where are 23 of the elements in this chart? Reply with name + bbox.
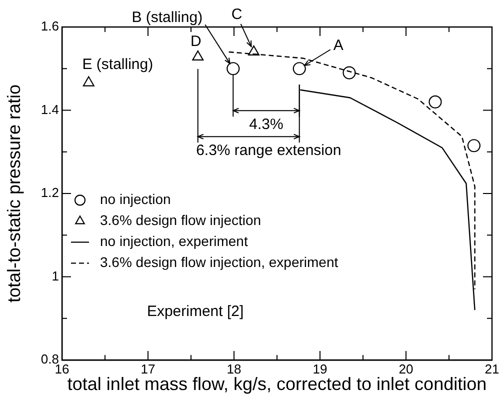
annotation: E (stalling) bbox=[82, 56, 154, 73]
legend-label: 3.6% design flow injection bbox=[100, 212, 262, 228]
y-tick-label: 1.2 bbox=[40, 185, 59, 200]
legend-label: 3.6% design flow injection, experiment bbox=[100, 254, 338, 270]
x-tick-label: 21 bbox=[484, 361, 500, 376]
annotation: B (stalling) bbox=[132, 8, 203, 26]
annotation: 6.3% range extension bbox=[196, 142, 342, 159]
x-tick-label: 20 bbox=[398, 361, 414, 376]
annotation: D bbox=[190, 33, 202, 50]
annotation: Experiment [2] bbox=[146, 302, 244, 320]
legend-label: no injection, experiment bbox=[100, 233, 248, 250]
x-tick-label: 19 bbox=[312, 361, 328, 376]
annotation: 4.3% bbox=[249, 116, 284, 133]
x-tick-label: 18 bbox=[226, 361, 242, 376]
annotation: C bbox=[231, 6, 242, 24]
y-tick-label: 1 bbox=[52, 268, 59, 284]
annotation: A bbox=[333, 36, 344, 54]
legend-label: no injection bbox=[100, 191, 171, 208]
x-tick-label: 17 bbox=[140, 361, 156, 376]
y-tick-label: 1.4 bbox=[40, 102, 59, 117]
x-axis-title: total inlet mass flow, kg/s, corrected to inlet condition bbox=[67, 374, 487, 394]
y-axis-title: total-to-static pressure ratio bbox=[4, 84, 24, 303]
y-tick-label: 1.6 bbox=[40, 18, 59, 34]
